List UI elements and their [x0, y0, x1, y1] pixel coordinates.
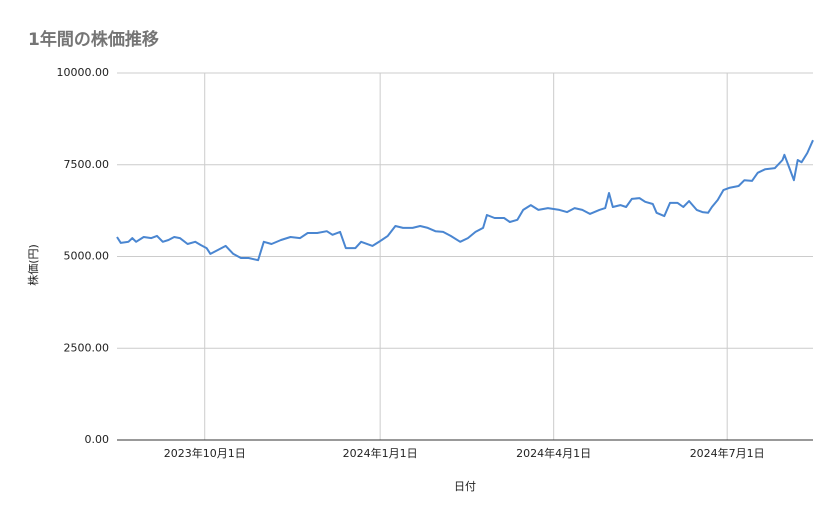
x-tick-label: 2024年4月1日 [516, 446, 591, 460]
y-tick-label: 5000.00 [64, 250, 110, 263]
data-line [116, 139, 814, 262]
x-tick-label: 2024年7月1日 [690, 446, 765, 460]
x-axis-title: 日付 [454, 480, 476, 493]
y-axis-title: 株価(円) [26, 244, 40, 286]
y-tick-label: 2500.00 [64, 341, 110, 354]
y-tick-label: 7500.00 [64, 158, 110, 171]
chart-title: 1年間の株価推移 [28, 29, 159, 50]
x-tick-label: 2023年10月1日 [164, 446, 246, 460]
y-tick-label: 10000.00 [57, 66, 110, 79]
x-tick-label: 2024年1月1日 [343, 446, 418, 460]
y-tick-label: 0.00 [85, 433, 110, 446]
